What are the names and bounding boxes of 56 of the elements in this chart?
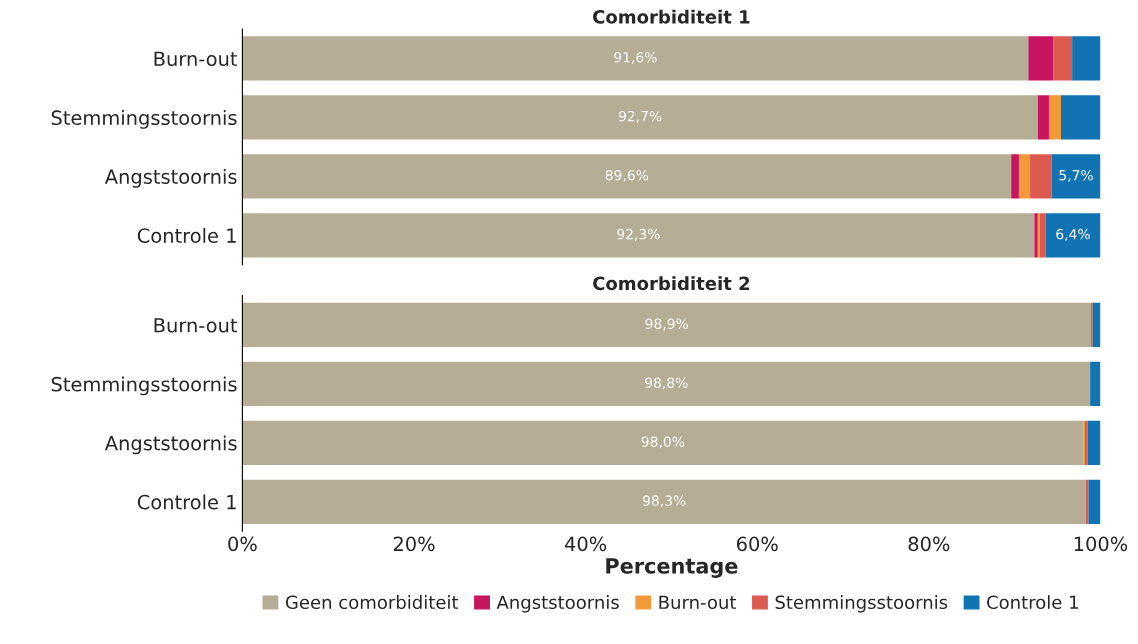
bar bbox=[242, 95, 1038, 140]
bar bbox=[242, 302, 1092, 348]
y-tick-label: Stemmingsstoornis bbox=[51, 376, 237, 396]
bar bbox=[1090, 361, 1101, 407]
y-tick-label: Controle 1 bbox=[137, 494, 236, 510]
data-label: 98,9% bbox=[645, 318, 688, 331]
data-label: 6,4% bbox=[1056, 228, 1090, 241]
x-tick-label: 60% bbox=[736, 536, 778, 552]
data-label: 89,6% bbox=[605, 169, 649, 182]
data-label: 5,7% bbox=[1059, 169, 1093, 182]
bar bbox=[242, 213, 1035, 258]
x-tick-label: 80% bbox=[908, 536, 950, 552]
data-label: 98,8% bbox=[645, 377, 688, 390]
x-tick-label: 100% bbox=[1074, 536, 1128, 552]
bar bbox=[1072, 36, 1101, 81]
bar bbox=[1060, 95, 1101, 140]
x-tick-label: 0% bbox=[228, 536, 257, 552]
legend-label: Controle 1 bbox=[987, 595, 1078, 610]
bar bbox=[1087, 420, 1101, 465]
x-tick-label: 40% bbox=[564, 536, 607, 552]
bar bbox=[1030, 154, 1052, 199]
data-label: 98,0% bbox=[641, 436, 685, 449]
y-tick-label: Angststoornis bbox=[104, 435, 237, 455]
y-tick-label: Burn-out bbox=[154, 51, 238, 67]
data-label: 91,6% bbox=[614, 51, 657, 64]
legend-label: Stemmingsstoornis bbox=[775, 595, 948, 613]
bar bbox=[1088, 479, 1101, 524]
bar bbox=[1048, 95, 1061, 140]
y-tick-label: Burn-out bbox=[154, 318, 238, 333]
legend-label: Geen comorbiditeit bbox=[285, 595, 459, 610]
bar bbox=[1018, 154, 1031, 199]
bar bbox=[1053, 36, 1073, 81]
data-label: 98,3% bbox=[642, 495, 686, 508]
bar bbox=[242, 479, 1086, 524]
legend-label: Burn-out bbox=[659, 595, 737, 610]
bar bbox=[1092, 302, 1101, 348]
y-tick-label: Stemmingsstoornis bbox=[51, 110, 237, 129]
bar bbox=[1039, 213, 1046, 258]
bar bbox=[1011, 154, 1019, 199]
chart-title: Comorbiditeit 2 bbox=[593, 276, 750, 291]
x-axis-title: Percentage bbox=[606, 558, 738, 578]
data-label: 92,7% bbox=[618, 110, 662, 123]
y-tick-label: Controle 1 bbox=[137, 227, 236, 243]
x-tick-label: 20% bbox=[393, 536, 435, 552]
bar bbox=[1028, 36, 1054, 81]
bar bbox=[242, 361, 1091, 407]
bar bbox=[242, 420, 1084, 465]
bar bbox=[1037, 95, 1049, 140]
data-label: 92,3% bbox=[617, 228, 660, 241]
bar bbox=[1051, 154, 1101, 199]
bar bbox=[242, 154, 1012, 199]
bar bbox=[1045, 213, 1101, 258]
y-tick-label: Angststoornis bbox=[104, 168, 237, 188]
legend-label: Angststoornis bbox=[496, 595, 619, 613]
chart-title: Comorbiditeit 1 bbox=[593, 9, 750, 24]
bar bbox=[242, 36, 1029, 81]
